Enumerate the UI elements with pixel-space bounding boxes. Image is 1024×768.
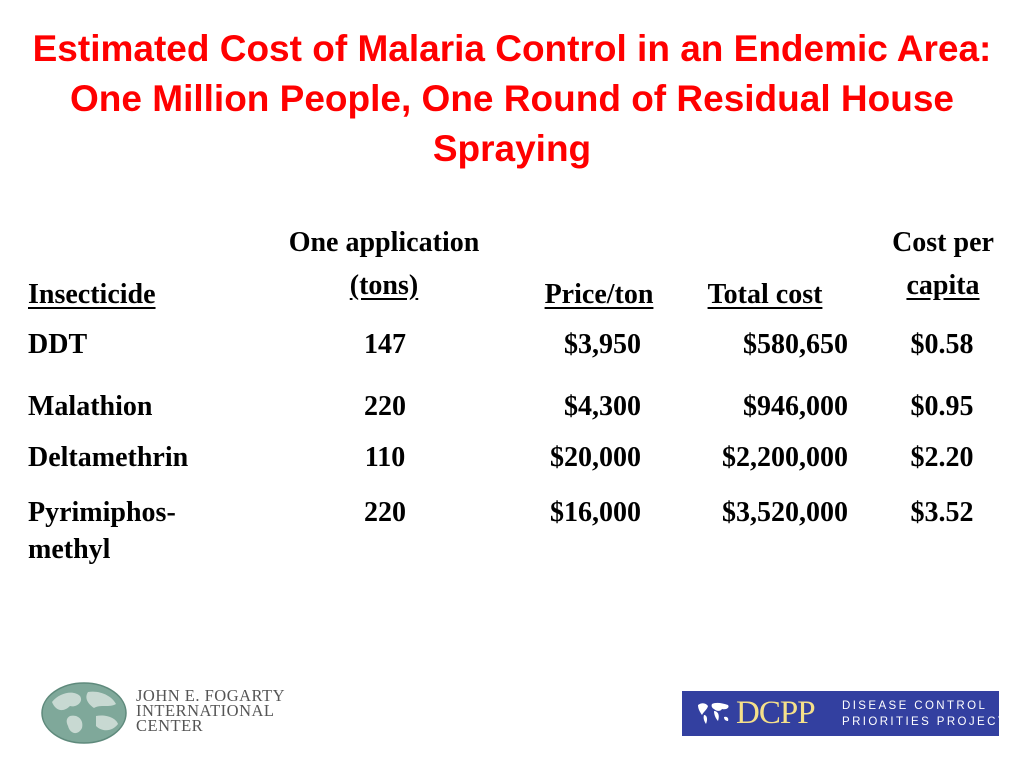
row-total-cost: $946,000 [743,391,848,422]
row-total-cost: $3,520,000 [722,497,848,528]
row-insecticide: Malathion [28,391,153,422]
dcpp-abbreviation: DCPP [736,695,816,731]
header-capita-line2: capita [906,270,980,301]
row-insecticide-line2: methyl [28,534,111,565]
header-application: One application (tons) [258,226,510,302]
row-insecticide: Pyrimiphos- methyl [28,496,176,566]
row-per-capita: $0.58 [910,329,974,360]
row-insecticide: Deltamethrin [28,442,189,473]
header-application-line1: One application [288,227,480,258]
fogarty-line2: INTERNATIONAL [136,701,275,720]
row-per-capita: $0.95 [910,391,974,422]
row-per-capita: $3.52 [910,497,974,528]
dcpp-logo: DCPP DISEASE CONTROL PRIORITIES PROJECT [682,691,1005,736]
header-total-cost: Total cost [707,279,823,310]
fogarty-line1: JOHN E. FOGARTY [136,686,286,705]
dcpp-line1: DISEASE CONTROL [842,700,988,712]
slide-title: Estimated Cost of Malaria Control in an … [32,28,992,169]
row-total-cost: $2,200,000 [722,442,848,473]
row-tons: 220 [364,497,406,528]
header-cost-per-capita: Cost per capita [872,226,1014,302]
row-tons: 147 [364,329,406,360]
header-capita-line1: Cost per [892,227,994,258]
world-map-icon [696,699,732,727]
header-price: Price/ton [544,279,654,310]
row-price: $20,000 [550,442,641,473]
fogarty-line3: CENTER [136,716,204,735]
row-insecticide-line1: Pyrimiphos- [28,497,176,528]
row-tons: 110 [364,442,406,473]
row-tons: 220 [364,391,406,422]
row-total-cost: $580,650 [743,329,848,360]
row-price: $4,300 [564,391,641,422]
row-insecticide: DDT [28,329,88,360]
row-price: $16,000 [550,497,641,528]
header-insecticide: Insecticide [28,279,156,310]
fogarty-logo: JOHN E. FOGARTY INTERNATIONAL CENTER [40,682,340,746]
globe-icon [41,682,127,744]
dcpp-line2: PRIORITIES PROJECT [842,716,1008,728]
header-application-line2: (tons) [349,270,419,301]
row-price: $3,950 [564,329,641,360]
row-per-capita: $2.20 [910,442,974,473]
